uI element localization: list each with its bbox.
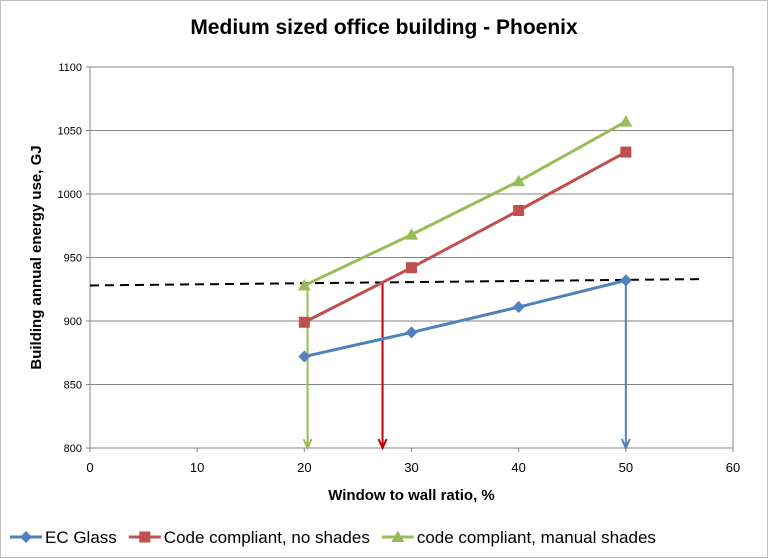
y-axis-ticks: 800 850 900 950 1000 1050 1100 xyxy=(58,62,90,455)
data-point xyxy=(619,115,633,127)
y-tick-label: 850 xyxy=(64,380,82,392)
y-tick-label: 1050 xyxy=(58,126,82,138)
series-line xyxy=(304,278,627,359)
arrow-head xyxy=(302,438,313,451)
series-2 xyxy=(298,146,632,328)
y-tick-label: 950 xyxy=(64,253,82,265)
legend: EC Glass Code compliant, no shades code co… xyxy=(10,528,656,547)
legend-swatch-marker xyxy=(139,531,151,543)
arrow-head xyxy=(377,438,388,451)
legend-swatch-marker xyxy=(20,531,32,543)
x-tick-label: 30 xyxy=(404,460,418,475)
series-1 xyxy=(298,274,632,363)
series-group xyxy=(297,115,633,363)
data-point xyxy=(405,326,418,339)
arrows xyxy=(302,280,631,451)
data-point xyxy=(297,278,311,291)
data-point xyxy=(512,301,525,314)
data-point xyxy=(619,274,632,287)
data-point xyxy=(512,174,526,187)
dashed-reference-line xyxy=(89,278,701,287)
x-tick-label: 50 xyxy=(619,460,633,475)
legend-item-2: Code compliant, no shades xyxy=(128,528,370,547)
y-axis-title: Building annual energy use, GJ xyxy=(28,145,45,369)
y-tick-label: 800 xyxy=(64,443,82,455)
legend-item-3: code compliant, manual shades xyxy=(381,528,656,547)
x-axis-title: Window to wall ratio, % xyxy=(328,487,495,504)
legend-label: Code compliant, no shades xyxy=(164,528,370,547)
legend-item-1: EC Glass xyxy=(10,528,117,547)
arrow-head xyxy=(620,438,631,451)
series-3 xyxy=(297,115,633,291)
data-point xyxy=(513,205,525,217)
data-point xyxy=(298,350,311,363)
x-tick-label: 20 xyxy=(297,460,311,475)
series-line xyxy=(303,150,627,324)
x-tick-label: 60 xyxy=(726,460,740,475)
data-point xyxy=(298,316,310,328)
legend-swatch-marker xyxy=(391,530,405,542)
y-tick-label: 1000 xyxy=(58,189,82,201)
x-axis-ticks: 0 10 20 30 40 50 60 xyxy=(86,448,740,475)
x-tick-label: 40 xyxy=(511,460,525,475)
x-tick-label: 0 xyxy=(86,460,93,475)
data-point xyxy=(406,262,417,274)
y-tick-label: 900 xyxy=(64,316,82,328)
gridlines xyxy=(90,130,733,385)
data-point xyxy=(620,146,632,158)
reference-line xyxy=(89,278,701,287)
data-point xyxy=(405,228,418,240)
legend-label: EC Glass xyxy=(45,528,117,547)
y-tick-label: 1100 xyxy=(58,62,82,74)
legend-label: code compliant, manual shades xyxy=(417,528,656,547)
x-tick-label: 10 xyxy=(190,460,204,475)
series-line xyxy=(303,120,627,287)
chart-title: Medium sized office building - Phoenix xyxy=(190,16,578,39)
